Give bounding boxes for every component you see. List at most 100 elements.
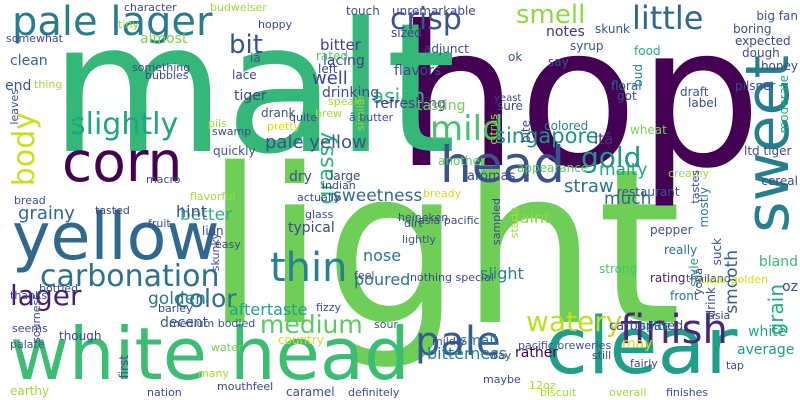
word-expected: expected [735, 34, 791, 48]
word-pale-lager: pale lager [12, 0, 213, 45]
word-watery: watery [526, 305, 623, 338]
word-barley: barley [158, 302, 193, 315]
word-mildly: mildly [432, 335, 466, 348]
word-singapore: singapore [495, 124, 599, 148]
word-well: well [312, 68, 348, 89]
word-flavors: flavors [394, 63, 442, 79]
word-slight: slight [480, 264, 524, 283]
word-though: though [59, 329, 102, 343]
word-white-head: white head [10, 312, 410, 396]
word-mouthfeel: mouthfeel [217, 380, 274, 393]
word-really: really [664, 243, 698, 257]
word-citrus: citrus [487, 114, 500, 145]
word-malty: malty [599, 160, 648, 180]
word-pale: pale [415, 319, 501, 365]
word-unremarkable: unremarkable [392, 4, 476, 18]
word-finish: finish [620, 307, 728, 353]
word-way: way [489, 349, 512, 362]
word-earthy: earthy [10, 384, 50, 398]
word-tiger: tiger [234, 88, 267, 104]
word-glass: glass [305, 208, 334, 221]
word-leaves: leaves [8, 89, 21, 125]
word-suck: suck [710, 238, 724, 266]
word-quickly: quickly [213, 144, 256, 158]
word-thing: thing [34, 78, 63, 91]
word-another: another [438, 154, 485, 168]
word-sour: sour [374, 318, 398, 331]
word-aromas: aromas [467, 169, 516, 184]
word-left: left [318, 62, 338, 76]
word-color: color [175, 284, 237, 313]
word-finishes: finishes [666, 386, 709, 399]
word-almost: almost [140, 31, 188, 47]
word-fizzy: fizzy [316, 301, 341, 314]
word-typical: typical [288, 220, 335, 236]
word-label: label [688, 96, 718, 110]
word-heineken: heineken [398, 211, 449, 224]
word-nose: nose [363, 246, 402, 265]
word-pilsner: pilsner [735, 79, 776, 93]
word-dirt: dirt [404, 217, 423, 230]
word-medium: medium [260, 310, 363, 339]
word-little: little [632, 0, 704, 37]
word-still: still [592, 349, 612, 362]
word-pepper: pepper [650, 223, 693, 237]
word-brew: brew [315, 107, 343, 120]
word-tasting: tasting [417, 98, 466, 114]
word-bit: bit [229, 30, 263, 60]
word-flavorful: flavorful [190, 190, 236, 203]
word-many: many [198, 367, 229, 380]
word-may: may [622, 336, 653, 352]
word-pacific-breweries: pacific breweries [518, 339, 612, 352]
word-drank: drank [261, 106, 296, 120]
word-creamy: creamy [668, 167, 710, 180]
word-sampled: sampled [490, 198, 503, 245]
word-large: large [330, 169, 361, 183]
word-colored: colored [544, 119, 589, 133]
word-sized: sized [391, 26, 422, 40]
word-actually: actually [297, 191, 341, 204]
word-somewhat: somewhat [6, 32, 63, 45]
word-skunk: skunk [595, 22, 630, 36]
word-tiny: tiny [118, 18, 139, 31]
word-fairly: fairly [630, 357, 658, 370]
word-average: average [737, 342, 795, 358]
word-definitely: definitely [348, 386, 400, 399]
word-sure: sure [497, 99, 523, 113]
word-corn: corn [62, 130, 183, 194]
word-tap: tap [726, 359, 745, 372]
word-hint: hint [176, 202, 207, 221]
word-floral: floral [611, 79, 642, 93]
word-pretty: pretty [267, 120, 301, 133]
word-appearance: appearance [517, 161, 589, 175]
word-poured: poured [354, 270, 411, 289]
word-something: something [132, 61, 191, 74]
word-hoppy: hoppy [258, 18, 293, 31]
word-rated: rated [316, 49, 348, 63]
word-food: food [634, 44, 661, 58]
word-overall: overall [609, 386, 647, 399]
word-water: water [211, 341, 243, 354]
word-palate: palate [10, 338, 45, 351]
word-lager: lager [10, 279, 82, 312]
word-gold: gold [581, 141, 642, 174]
word-maybe: maybe [483, 373, 521, 386]
word-mild: mild [430, 109, 504, 149]
word-front: front [670, 289, 699, 303]
word-nation: nation [147, 386, 182, 399]
word-bright: bright [67, 98, 80, 131]
word-syrup: syrup [570, 39, 604, 53]
word-skunky: skunky [209, 233, 222, 272]
word-wheat: wheat [630, 123, 667, 137]
word-light: light [205, 122, 682, 373]
word-you: youâ [692, 268, 705, 295]
word-slightly: slightly [70, 107, 179, 142]
word-clear-golden: clear golden [700, 273, 769, 286]
word-notes: notes [546, 24, 585, 40]
word-asian: asian [372, 84, 426, 108]
word-clean: clean [10, 53, 48, 69]
word-seems: seems [12, 322, 48, 335]
word-asia: asia [708, 309, 731, 322]
word-head: head [440, 136, 565, 194]
word-malt: malt [50, 0, 457, 194]
